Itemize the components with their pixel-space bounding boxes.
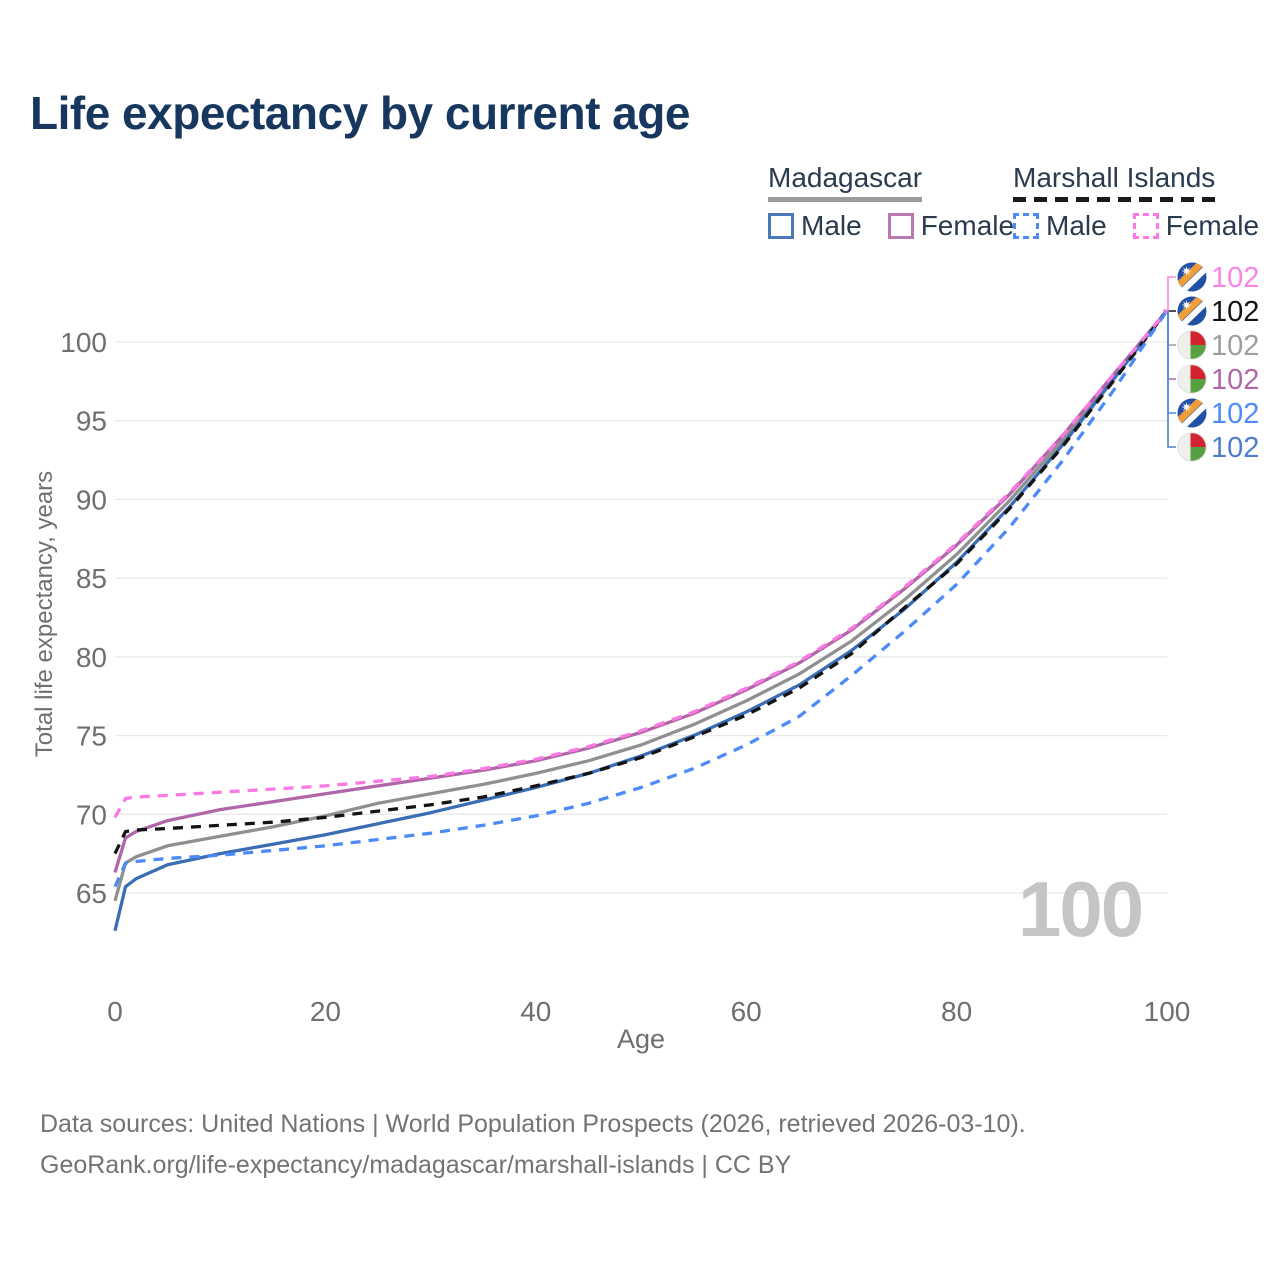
- end-label-value-madagascar-both-sexes[interactable]: 102: [1211, 330, 1259, 362]
- x-tick-label-0: 0: [107, 996, 123, 1027]
- y-tick-label-85: 85: [76, 563, 107, 594]
- legend-item-marshall-female[interactable]: Female: [1132, 210, 1260, 242]
- y-tick-label-95: 95: [76, 406, 107, 437]
- madagascar-female-swatch-icon: [887, 213, 914, 239]
- series-line-marshall-islands-male[interactable]: [113, 309, 1169, 888]
- legend-label-marshall-female: Female: [1165, 210, 1260, 241]
- y-tick-label-90: 90: [76, 484, 107, 515]
- end-label-value-marshall-islands-both-sexes[interactable]: 102: [1211, 296, 1259, 328]
- madagascar-male-swatch-icon: [768, 213, 794, 239]
- legend-group-madagascar: Madagascar Male Female: [768, 162, 1014, 242]
- y-tick-label-80: 80: [76, 642, 107, 673]
- madagascar-flag-icon: [1177, 364, 1207, 394]
- end-label-value-marshall-islands-male[interactable]: 102: [1211, 398, 1259, 430]
- marshall-female-swatch-icon: [1132, 213, 1159, 239]
- legend-header-marshall-islands[interactable]: Marshall Islands: [1013, 162, 1216, 193]
- footer-data-sources: Data sources: United Nations | World Pop…: [40, 1110, 1026, 1138]
- marshall-male-swatch-icon: [1013, 213, 1039, 239]
- legend-label-marshall-male: Male: [1046, 210, 1107, 241]
- madagascar-flag-icon: [1177, 432, 1207, 462]
- legend-item-madagascar-female[interactable]: Female: [887, 210, 1015, 242]
- x-tick-label-20: 20: [310, 996, 341, 1027]
- marshall-islands-flag-icon: [1177, 262, 1207, 292]
- x-tick-label-100: 100: [1144, 996, 1191, 1027]
- y-tick-label-70: 70: [76, 799, 107, 830]
- x-axis-title: Age: [616, 1024, 666, 1054]
- y-tick-label-75: 75: [76, 721, 107, 752]
- madagascar-flag-icon: [1177, 330, 1207, 360]
- legend-item-madagascar-male[interactable]: Male: [768, 210, 862, 242]
- x-tick-label-80: 80: [941, 996, 972, 1027]
- end-label-value-madagascar-male[interactable]: 102: [1211, 432, 1259, 464]
- series-line-madagascar-both-sexes[interactable]: [113, 309, 1169, 902]
- legend-item-marshall-male[interactable]: Male: [1013, 210, 1107, 242]
- legend-label-madagascar-male: Male: [801, 210, 862, 241]
- marshall-islands-flag-icon: [1177, 398, 1207, 428]
- series-line-marshall-islands-both-sexes[interactable]: [113, 309, 1169, 855]
- end-label-value-marshall-islands-female[interactable]: 102: [1211, 262, 1259, 294]
- x-tick-label-40: 40: [520, 996, 551, 1027]
- series-line-madagascar-male[interactable]: [113, 309, 1169, 932]
- end-label-leader-marshall-islands-male: [1163, 309, 1176, 414]
- hovered-age-watermark: 100: [1018, 865, 1144, 953]
- legend-group-marshall-islands: Marshall Islands Male Female: [1013, 162, 1259, 242]
- end-label-value-madagascar-female[interactable]: 102: [1211, 364, 1259, 396]
- legend-underline-marshall-islands: [1013, 197, 1216, 202]
- legend-label-madagascar-female: Female: [920, 210, 1015, 241]
- legend-underline-madagascar: [768, 197, 923, 202]
- series-line-marshall-islands-female[interactable]: [113, 309, 1169, 819]
- end-label-leader-marshall-islands-female: [1163, 276, 1176, 312]
- page-title: Life expectancy by current age: [30, 87, 690, 139]
- footer: Data sources: United Nations | World Pop…: [40, 1104, 1026, 1186]
- x-tick-label-60: 60: [731, 996, 762, 1027]
- y-tick-label-100: 100: [60, 327, 107, 358]
- y-tick-label-65: 65: [76, 878, 107, 909]
- marshall-islands-flag-icon: [1177, 296, 1207, 326]
- legend-header-madagascar[interactable]: Madagascar: [768, 162, 923, 193]
- footer-attribution-link[interactable]: GeoRank.org/life-expectancy/madagascar/m…: [40, 1151, 792, 1179]
- y-axis-title: Total life expectancy, years: [31, 470, 58, 758]
